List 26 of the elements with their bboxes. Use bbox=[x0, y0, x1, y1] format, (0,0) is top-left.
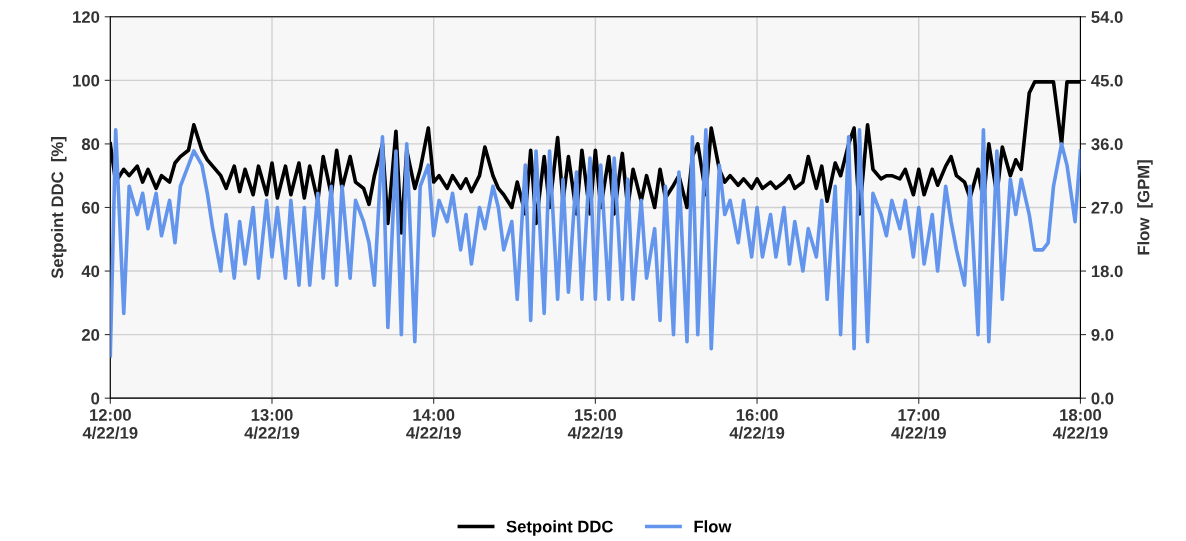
y2-tick-label: 36.0 bbox=[1091, 138, 1123, 151]
y2-tick-label: 9.0 bbox=[1091, 329, 1114, 341]
y-tick-label: 0 bbox=[91, 392, 100, 405]
line-series bbox=[110, 127, 1081, 358]
x-tick-label: 12:00 4/22/19 bbox=[82, 409, 138, 439]
y-tick-label: 20 bbox=[81, 329, 100, 341]
x-tick-label: 18:00 4/22/19 bbox=[1052, 409, 1108, 439]
y2-axis-title: Flow [GPM] bbox=[1137, 160, 1153, 255]
legend-label: Setpoint DDC bbox=[506, 520, 613, 536]
x-tick-label: 16:00 4/22/19 bbox=[729, 409, 785, 439]
y2-tick-label: 18.0 bbox=[1091, 265, 1123, 278]
y2-tick-label: 0.0 bbox=[1091, 392, 1114, 405]
y-tick-label: 120 bbox=[73, 11, 100, 23]
y-tick-label: 100 bbox=[73, 74, 100, 87]
x-tick-label: 17:00 4/22/19 bbox=[891, 409, 946, 439]
x-tick-label: 15:00 4/22/19 bbox=[567, 409, 623, 439]
x-tick-label: 14:00 4/22/19 bbox=[406, 409, 461, 439]
y-tick-label: 60 bbox=[81, 201, 100, 214]
y2-tick-label: 27.0 bbox=[1091, 201, 1123, 214]
y2-tick-label: 54.0 bbox=[1091, 11, 1123, 23]
y-axis-title: Setpoint DDC [%] bbox=[50, 137, 67, 279]
y-tick-label: 80 bbox=[81, 138, 100, 151]
y2-tick-label: 45.0 bbox=[1091, 74, 1123, 87]
y-tick-label: 40 bbox=[81, 265, 100, 278]
x-tick-label: 13:00 4/22/19 bbox=[244, 409, 300, 439]
legend-label: Flow bbox=[694, 520, 732, 533]
